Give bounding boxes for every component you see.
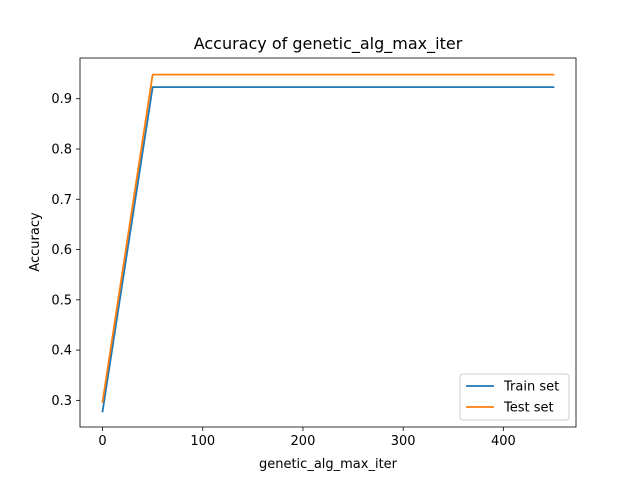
x-tick-label: 400 [491,434,516,449]
axes-layer [79,57,577,428]
series-layer [101,73,555,413]
x-axis-title: genetic_alg_max_iter [259,457,398,472]
y-tick-label: 0.7 [51,193,72,208]
x-tick-label: 0 [98,434,106,449]
plot-frame [79,57,577,428]
x-tick-label: 300 [391,434,416,449]
y-tick-label: 0.3 [51,394,72,409]
series-line-1 [101,86,555,413]
series-line-2 [101,73,555,403]
plot-background [80,58,576,427]
legend-label-2: Test set [503,401,554,416]
plot-area [80,58,576,427]
y-tick-label: 0.4 [51,344,72,359]
legend-label-1: Train set [503,380,559,395]
x-tick-label: 200 [291,434,316,449]
x-tick-label: 100 [190,434,215,449]
chart-title: Accuracy of genetic_alg_max_iter [194,34,463,54]
y-tick-label: 0.6 [51,243,72,258]
y-tick-label: 0.9 [51,92,72,107]
x-axis-ticks: 0 100 200 300 400 [98,427,516,449]
y-tick-label: 0.5 [51,293,72,308]
legend: Train set Test set [459,373,570,421]
y-axis-title: Accuracy [28,212,43,272]
y-tick-label: 0.8 [51,142,72,157]
y-axis-ticks: 0.3 0.4 0.5 0.6 0.7 0.8 0.9 [51,92,80,409]
